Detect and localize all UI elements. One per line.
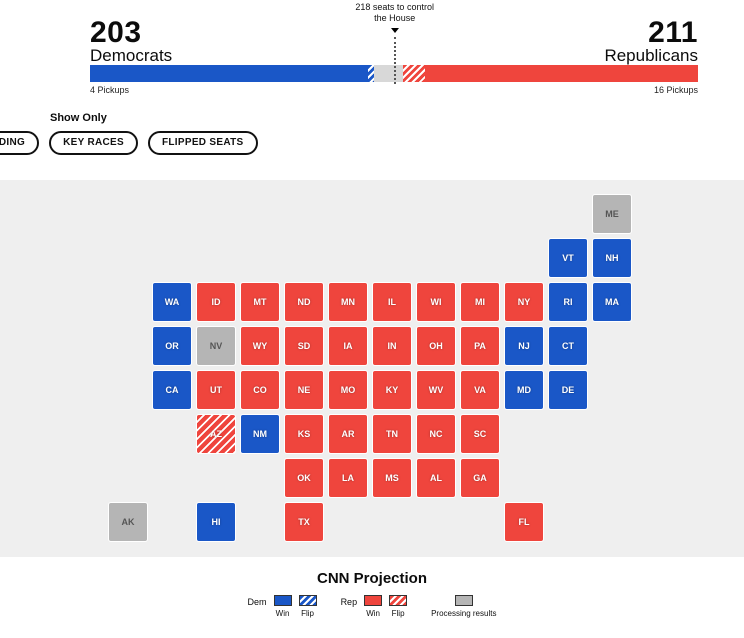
state-tile-mn[interactable]: MN	[328, 282, 368, 322]
state-tile-ga[interactable]: GA	[460, 458, 500, 498]
majority-note-line2: the House	[374, 13, 416, 24]
majority-note-line1: 218 seats to control	[355, 2, 434, 12]
state-tile-wi[interactable]: WI	[416, 282, 456, 322]
rep-pickups-label: 16 Pickups	[653, 85, 698, 95]
state-tile-nv[interactable]: NV	[196, 326, 236, 366]
state-tile-mi[interactable]: MI	[460, 282, 500, 322]
processing-caption: Processing results	[431, 609, 497, 618]
filter-button-leading[interactable]: LEADING	[0, 131, 40, 155]
state-tile-fl[interactable]: FL	[504, 502, 544, 542]
dem-win-caption: Win	[275, 609, 290, 618]
bar-segment-rep-flip[interactable]	[403, 65, 426, 82]
state-tile-ky[interactable]: KY	[372, 370, 412, 410]
state-tile-de[interactable]: DE	[548, 370, 588, 410]
filters-section: Show Only LEADING KEY RACES FLIPPED SEATS	[0, 112, 744, 155]
state-tile-nh[interactable]: NH	[592, 238, 632, 278]
rep-win-swatch-icon	[364, 595, 383, 606]
bar-segment-dem-flip[interactable]	[368, 65, 374, 82]
legend-dem-label: Dem	[247, 597, 267, 607]
dem-flip-caption: Flip	[301, 609, 314, 618]
state-tile-mo[interactable]: MO	[328, 370, 368, 410]
legend-rep-flip: Flip	[389, 595, 408, 618]
state-tile-mt[interactable]: MT	[240, 282, 280, 322]
state-tile-vt[interactable]: VT	[548, 238, 588, 278]
state-tile-me[interactable]: ME	[592, 194, 632, 234]
state-tile-ut[interactable]: UT	[196, 370, 236, 410]
state-tile-oh[interactable]: OH	[416, 326, 456, 366]
bar-segment-undecided[interactable]	[373, 65, 404, 82]
legend-rep-group: Rep Win Flip	[341, 595, 408, 618]
state-tile-ny[interactable]: NY	[504, 282, 544, 322]
state-tile-ok[interactable]: OK	[284, 458, 324, 498]
majority-dotted-line-icon	[393, 37, 396, 84]
state-tile-ak[interactable]: AK	[108, 502, 148, 542]
dem-flip-swatch-icon	[298, 595, 317, 606]
state-tile-hi[interactable]: HI	[196, 502, 236, 542]
legend-dem-win: Win	[273, 595, 292, 618]
state-tile-tx[interactable]: TX	[284, 502, 324, 542]
state-tile-nc[interactable]: NC	[416, 414, 456, 454]
dem-seat-count: 203	[90, 16, 142, 49]
state-tile-wy[interactable]: WY	[240, 326, 280, 366]
balance-of-power: 203 Democrats 211 Republicans 218 seats …	[90, 2, 698, 98]
dem-win-swatch-icon	[273, 595, 292, 606]
state-tile-ca[interactable]: CA	[152, 370, 192, 410]
state-tile-ia[interactable]: IA	[328, 326, 368, 366]
rep-flip-swatch-icon	[389, 595, 408, 606]
state-tile-wa[interactable]: WA	[152, 282, 192, 322]
rep-flip-caption: Flip	[391, 609, 405, 618]
state-tile-ms[interactable]: MS	[372, 458, 412, 498]
processing-swatch-icon	[454, 595, 473, 606]
state-tile-nj[interactable]: NJ	[504, 326, 544, 366]
filter-buttons: LEADING KEY RACES FLIPPED SEATS	[0, 131, 744, 155]
legend-dem-group: Dem Win Flip	[248, 595, 317, 618]
balance-bar[interactable]	[90, 65, 698, 82]
map-legend: Dem Win Flip Rep Win Flip	[0, 595, 744, 618]
map-panel: ME VT NH WA ID MT ND MN IL WI MI NY RI MA OR NV WY SD IA IN…	[0, 180, 744, 557]
state-tile-ne[interactable]: NE	[284, 370, 324, 410]
legend-processing: Processing results	[431, 595, 496, 618]
legend-processing-group: Processing results	[431, 595, 496, 618]
state-tile-ar[interactable]: AR	[328, 414, 368, 454]
state-tile-az[interactable]: AZ	[196, 414, 236, 454]
dem-party-label: Democrats	[90, 46, 173, 65]
state-tile-md[interactable]: MD	[504, 370, 544, 410]
show-only-label: Show Only	[50, 112, 107, 124]
bar-segment-rep[interactable]	[425, 65, 698, 82]
filter-button-key-races[interactable]: KEY RACES	[49, 131, 138, 155]
state-tile-al[interactable]: AL	[416, 458, 456, 498]
rep-win-caption: Win	[366, 609, 380, 618]
bar-segment-dem[interactable]	[90, 65, 369, 82]
legend-rep-win: Win	[364, 595, 383, 618]
state-tile-sd[interactable]: SD	[284, 326, 324, 366]
state-tile-ri[interactable]: RI	[548, 282, 588, 322]
rep-seat-count: 211	[648, 16, 698, 49]
state-tile-ma[interactable]: MA	[592, 282, 632, 322]
filter-button-flipped-seats[interactable]: FLIPPED SEATS	[147, 131, 258, 155]
state-tile-va[interactable]: VA	[460, 370, 500, 410]
state-tile-ct[interactable]: CT	[548, 326, 588, 366]
state-tile-ks[interactable]: KS	[284, 414, 324, 454]
state-tile-nd[interactable]: ND	[284, 282, 324, 322]
projection-title: CNN Projection	[316, 570, 427, 587]
state-tile-tn[interactable]: TN	[372, 414, 412, 454]
state-tile-la[interactable]: LA	[328, 458, 368, 498]
state-tile-sc[interactable]: SC	[460, 414, 500, 454]
majority-arrow-icon	[390, 28, 399, 37]
district-map: ME VT NH WA ID MT ND MN IL WI MI NY RI MA OR NV WY SD IA IN…	[108, 194, 636, 546]
majority-note: 218 seats to control the House	[330, 2, 460, 25]
state-tile-in[interactable]: IN	[372, 326, 412, 366]
state-tile-or[interactable]: OR	[152, 326, 192, 366]
legend-rep-label: Rep	[340, 597, 358, 607]
state-tile-nm[interactable]: NM	[240, 414, 280, 454]
state-tile-pa[interactable]: PA	[460, 326, 500, 366]
state-tile-co[interactable]: CO	[240, 370, 280, 410]
dem-pickups-label: 4 Pickups	[90, 85, 130, 95]
state-tile-wv[interactable]: WV	[416, 370, 456, 410]
rep-party-label: Republicans	[604, 46, 698, 65]
state-tile-id[interactable]: ID	[196, 282, 236, 322]
legend-dem-flip: Flip	[298, 595, 317, 618]
state-tile-il[interactable]: IL	[372, 282, 412, 322]
